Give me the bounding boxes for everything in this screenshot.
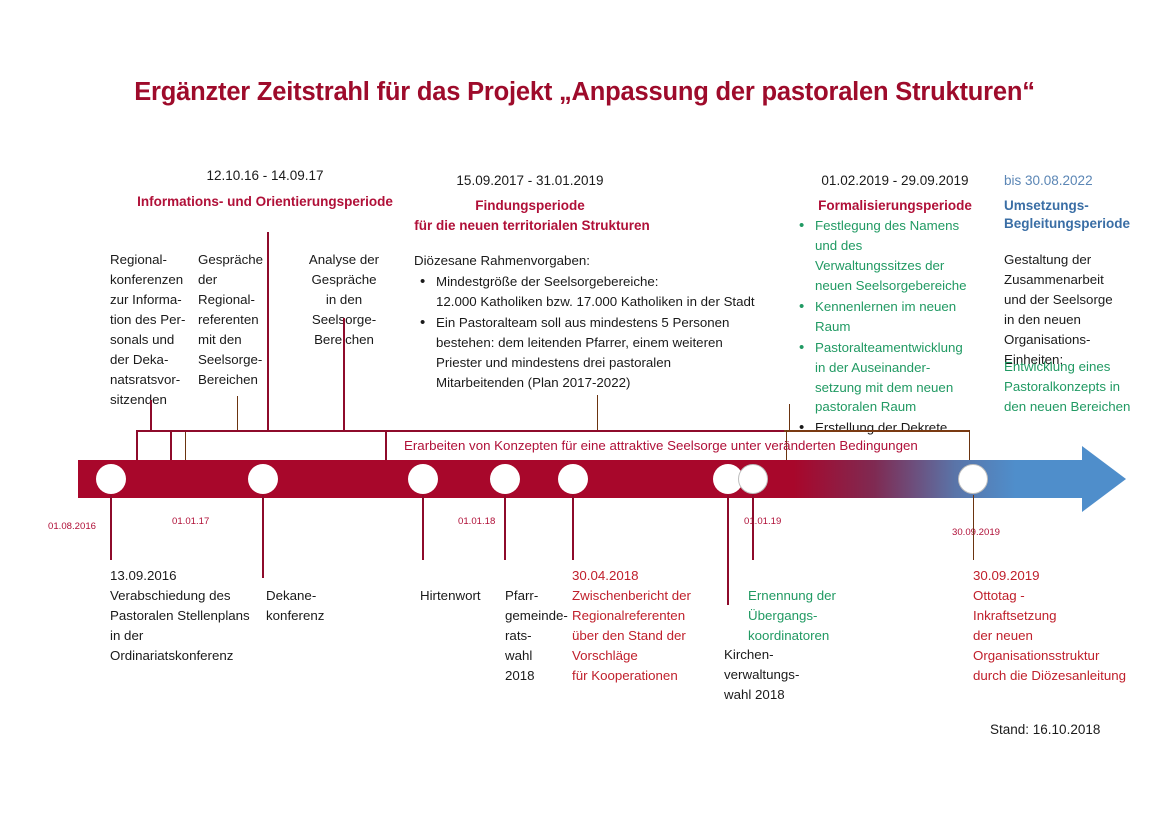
period-divider-1: [267, 232, 269, 430]
dropline-kirchenverwaltungswahl: [752, 495, 754, 560]
event-text-verabschiedung: Verabschiedung des Pastoralen Stellenpla…: [110, 588, 250, 663]
milestone-node-5[interactable]: [558, 464, 588, 494]
dropline-ottotag: [973, 495, 975, 560]
event-text-dekanekonferenz: Dekane- konferenz: [266, 588, 325, 623]
axis-tick-01-08-2016: 01.08.2016: [48, 521, 97, 532]
period-name-informations: Informations- und Orientierungsperiode: [137, 194, 393, 209]
period-dates-umsetzungs: bis 30.08.2022: [1004, 173, 1093, 188]
bracket-tick-2: [185, 432, 187, 460]
column-regionalkonferenzen: Regional- konferenzen zur Informa- tion …: [110, 252, 186, 407]
dropline-zwischenbericht: [572, 495, 574, 560]
event-text-hirtenwort: Hirtenwort: [420, 588, 481, 603]
formalisierungs-bullet-1: Festlegung des Namens und des Verwaltung…: [793, 215, 993, 296]
axis-tick-01-01-17: 01.01.17: [172, 516, 210, 527]
milestone-node-8[interactable]: [958, 464, 988, 494]
connector-gespraeche: [237, 396, 239, 430]
formalisierungs-bullet-2: Kennenlernen im neuen Raum: [793, 296, 993, 337]
bracket-tick-3: [385, 432, 387, 460]
milestone-node-3[interactable]: [408, 464, 438, 494]
dropline-pfarrgemeinderatswahl: [504, 495, 506, 560]
axis-tick-30-09-2019: 30.09.2019: [952, 527, 1001, 538]
event-date-zwischenbericht: 30.04.2018: [572, 568, 639, 583]
umsetzungs-text-black: Gestaltung der Zusammenarbeit und der Se…: [1004, 252, 1113, 367]
findungs-bullet-2: Ein Pastoralteam soll aus mindestens 5 P…: [414, 312, 804, 393]
bracket-left-end: [136, 430, 138, 460]
milestone-node-2[interactable]: [248, 464, 278, 494]
bracket-top-left: [136, 430, 784, 432]
dropline-verabschiedung: [110, 495, 112, 560]
formalisierungs-bullet-4: Erstellung der Dekrete: [793, 417, 993, 439]
connector-regionalkonferenzen: [150, 400, 152, 430]
axis-tick-01-01-18: 01.01.18: [458, 516, 496, 527]
bracket-top-right: [784, 430, 970, 432]
dropline-hirtenwort: [422, 495, 424, 560]
bracket-caption: Erarbeiten von Konzepten für eine attrak…: [404, 438, 918, 453]
connector-findungs: [597, 395, 599, 430]
bracket-divider-formalisierung: [786, 430, 788, 460]
period-dates-formalisierungs: 01.02.2019 - 29.09.2019: [821, 173, 969, 188]
column-gespraeche-regionalreferenten: Gespräche der Regional- referenten mit d…: [198, 252, 264, 387]
column-analyse: Analyse der Gespräche in den Seelsorge- …: [308, 252, 380, 347]
event-text-pfarrgemeinderatswahl: Pfarr- gemeinde- rats- wahl 2018: [505, 588, 568, 683]
event-date-verabschiedung: 13.09.2016: [110, 568, 177, 583]
timeline-arrow-head: [1082, 446, 1126, 512]
period-name-formalisierungs: Formalisierungsperiode: [818, 198, 972, 213]
formalisierungs-bullet-list: Festlegung des Namens und des Verwaltung…: [793, 215, 993, 440]
dropline-dekanekonferenz: [262, 495, 264, 578]
findungs-intro: Diözesane Rahmenvorgaben:: [414, 253, 590, 268]
period-dates-informations: 12.10.16 - 14.09.17: [206, 168, 324, 183]
footer-stand: Stand: 16.10.2018: [990, 722, 1101, 737]
milestone-node-7[interactable]: [738, 464, 768, 494]
period-name-umsetzungs-line2: Begleitungsperiode: [1004, 216, 1131, 231]
period-name-umsetzungs-line1: Umsetzungs-: [1004, 198, 1089, 213]
page-title: Ergänzter Zeitstrahl für das Projekt „An…: [134, 78, 1035, 106]
umsetzungs-text-green: Entwicklung eines Pastoralkonzepts in de…: [1004, 359, 1131, 414]
axis-tick-01-01-19: 01.01.19: [744, 516, 782, 527]
event-text-uebergangskoordinatoren: Ernennung der Übergangs- koordinatoren: [748, 588, 836, 643]
connector-dekrete: [789, 404, 791, 430]
findungs-bullet-1: Mindestgröße der Seelsorgebereiche: 12.0…: [414, 271, 804, 312]
event-text-ottotag: Ottotag - Inkraftsetzung der neuen Organ…: [973, 588, 1127, 683]
milestone-node-1[interactable]: [96, 464, 126, 494]
dropline-uebergangskoordinatoren: [727, 495, 729, 605]
bracket-right-end: [969, 430, 971, 460]
period-dates-findungs: 15.09.2017 - 31.01.2019: [456, 173, 604, 188]
connector-analyse: [343, 318, 345, 430]
period-name-findungs-line2: für die neuen territorialen Strukturen: [414, 218, 650, 233]
event-text-kirchenverwaltungswahl: Kirchen- verwaltungs- wahl 2018: [724, 647, 800, 702]
event-text-zwischenbericht: Zwischenbericht der Regionalreferenten ü…: [572, 588, 691, 683]
period-name-findungs-line1: Findungsperiode: [475, 198, 585, 213]
bracket-tick-1: [170, 432, 172, 460]
milestone-node-4[interactable]: [490, 464, 520, 494]
event-date-ottotag: 30.09.2019: [973, 568, 1040, 583]
findungs-bullet-list: Mindestgröße der Seelsorgebereiche: 12.0…: [414, 271, 804, 394]
formalisierungs-bullet-3: Pastoralteamentwicklung in der Auseinand…: [793, 337, 993, 418]
